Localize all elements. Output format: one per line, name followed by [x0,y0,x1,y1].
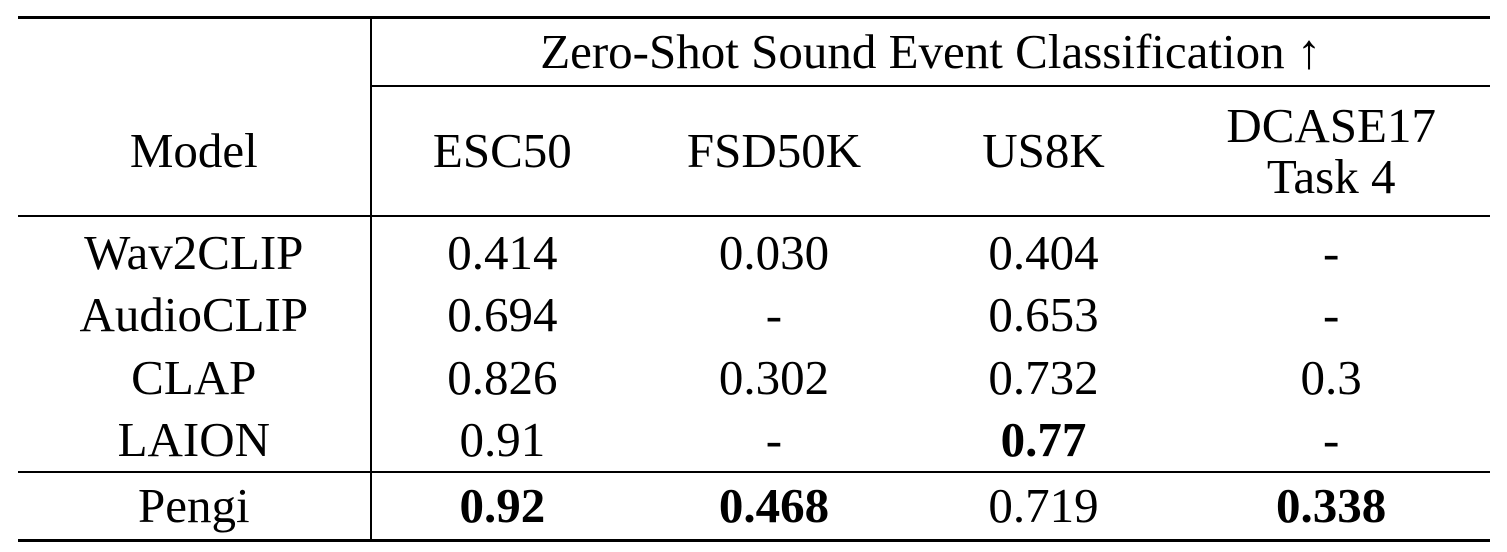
super-header-empty-cell [18,17,372,86]
results-table: Zero-Shot Sound Event Classification ↑ M… [18,16,1490,542]
cell-model: AudioCLIP [18,283,372,346]
cell-esc50: 0.414 [447,224,558,280]
table-row: CLAP 0.826 0.302 0.732 0.3 [18,346,1490,409]
cell-model: CLAP [18,346,372,409]
table-row-pengi: Pengi 0.92 0.468 0.719 0.338 [18,472,1490,541]
cell-model: Pengi [18,472,372,541]
column-header-model: Model [18,86,372,216]
cell-fsd50k: 0.030 [718,224,830,280]
column-header-dcase-line2: Task 4 [1266,149,1396,204]
table-row: LAION 0.91 - 0.77 - [18,408,1490,472]
cell-esc50: 0.91 [459,412,546,468]
cell-us8k: 0.732 [988,349,1099,405]
column-header-dcase-line1: DCASE17 [1226,97,1436,153]
cell-us8k-best: 0.77 [1000,412,1087,468]
column-header-us8k: US8K [982,123,1105,179]
cell-esc50: 0.826 [447,349,558,405]
cell-esc50-best: 0.92 [459,478,546,534]
cell-model: Wav2CLIP [18,216,372,284]
column-header-dcase: DCASE17 Task 4 [1172,86,1490,216]
cell-us8k: 0.404 [988,224,1099,280]
cell-us8k: 0.719 [988,478,1099,534]
table-row: AudioCLIP 0.694 - 0.653 - [18,283,1490,346]
cell-fsd50k-best: 0.468 [718,478,830,534]
super-header-row: Zero-Shot Sound Event Classification ↑ [18,17,1490,87]
column-header-esc50: ESC50 [432,123,572,179]
cell-dcase: - [1323,224,1340,280]
table-row: Wav2CLIP 0.414 0.030 0.404 - [18,216,1490,284]
cell-fsd50k: - [765,287,783,343]
column-header-row: Model ESC50 FSD50K US8K DCASE17 Task 4 [18,86,1490,216]
column-header-fsd50k: FSD50K [686,123,862,179]
cell-esc50: 0.694 [447,287,558,343]
cell-dcase: - [1323,412,1340,468]
cell-fsd50k: 0.302 [718,349,830,405]
cell-dcase: - [1323,287,1340,343]
cell-us8k: 0.653 [988,287,1099,343]
results-table-container: Zero-Shot Sound Event Classification ↑ M… [18,16,1490,542]
cell-dcase-best: 0.338 [1276,478,1387,534]
cell-dcase: 0.3 [1300,349,1362,405]
cell-model: LAION [18,408,372,472]
super-header-title: Zero-Shot Sound Event Classification ↑ [370,17,1490,87]
cell-fsd50k: - [765,412,783,468]
